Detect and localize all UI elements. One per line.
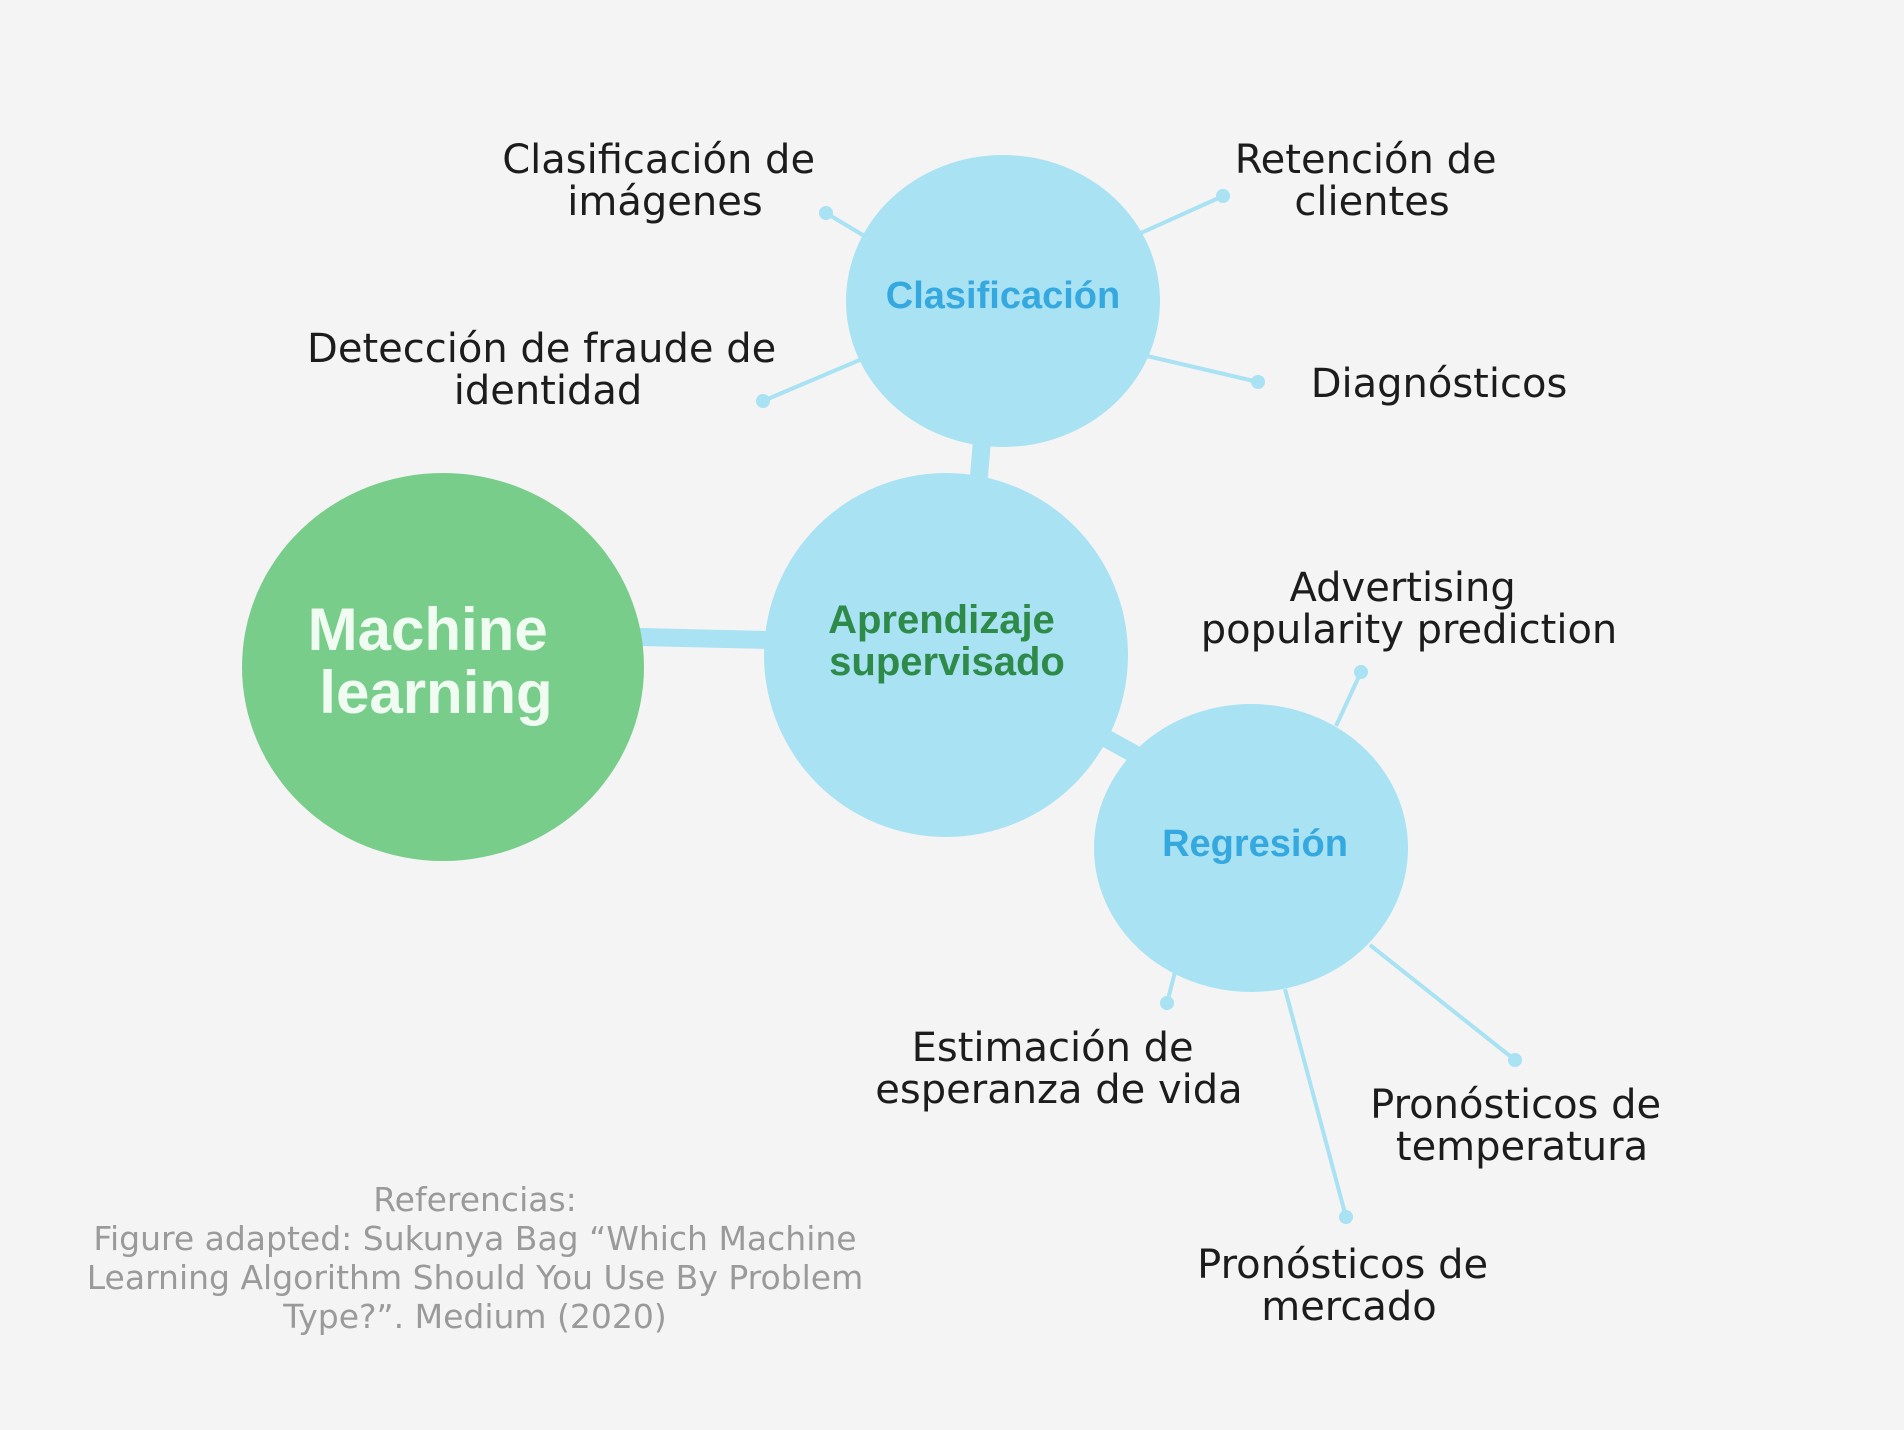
connector-diagnostics: [1146, 354, 1259, 384]
regression-label-line: Regresión: [1162, 823, 1348, 865]
leaf-customer-retention: Retención de clientes: [1235, 137, 1510, 225]
leaf-line: Detección de fraude de: [307, 326, 776, 372]
leaf-identity-fraud: Detección de fraude de identidad: [307, 326, 789, 414]
root-label-line: Machine: [308, 596, 548, 663]
dot-image-classification: [819, 206, 833, 220]
reference-note: Referencias: Figure adapted: Sukunya Bag…: [60, 1180, 890, 1336]
leaf-connectors: [756, 189, 1522, 1224]
leaf-temperature: Pronósticos de temperatura: [1370, 1082, 1674, 1170]
leaf-line: Diagnósticos: [1311, 361, 1568, 407]
root-bubble-machine-learning: [242, 473, 644, 861]
root-label: Machine learning: [308, 596, 565, 726]
leaf-line: Advertising: [1290, 565, 1516, 611]
connector-temperature: [1368, 943, 1517, 1062]
reference-heading: Referencias:: [373, 1180, 577, 1219]
leaf-line: clientes: [1294, 179, 1449, 225]
reference-line: Type?”. Medium (2020): [283, 1297, 667, 1336]
dot-customer-retention: [1216, 189, 1230, 203]
dot-temperature: [1508, 1053, 1522, 1067]
supervised-label: Aprendizaje supervisado: [828, 598, 1066, 684]
connector-identity-fraud: [762, 357, 863, 403]
leaf-line: temperatura: [1396, 1124, 1648, 1170]
connector-market: [1283, 988, 1348, 1218]
connector-customer-retention: [1140, 194, 1224, 235]
leaf-line: popularity prediction: [1201, 607, 1618, 653]
supervised-learning-bubble: [764, 473, 1128, 837]
leaf-line: mercado: [1261, 1284, 1437, 1330]
dot-advertising: [1354, 665, 1368, 679]
regression-bubble: [1094, 704, 1408, 992]
leaf-advertising: Advertising popularity prediction: [1201, 565, 1618, 653]
bubbles: [242, 155, 1408, 992]
reference-line: Figure adapted: Sukunya Bag “Which Machi…: [93, 1219, 857, 1258]
dot-life-expectancy: [1160, 996, 1174, 1010]
classification-bubble: [846, 155, 1160, 447]
classification-label-line: Clasificación: [886, 275, 1120, 317]
leaf-market: Pronósticos de mercado: [1197, 1242, 1501, 1330]
connector-image-classification: [824, 211, 868, 239]
leaf-line: Pronósticos de: [1370, 1082, 1661, 1128]
supervised-label-line: supervisado: [829, 640, 1065, 684]
supervised-label-line: Aprendizaje: [828, 598, 1055, 642]
leaf-diagnostics: Diagnósticos: [1311, 361, 1568, 407]
root-label-line: learning: [319, 659, 552, 726]
dot-market: [1339, 1210, 1353, 1224]
leaf-line: Pronósticos de: [1197, 1242, 1488, 1288]
leaf-line: Retención de: [1235, 137, 1497, 183]
regression-label: Regresión: [1162, 823, 1348, 865]
leaf-line: esperanza de vida: [875, 1067, 1242, 1113]
connector-root-supervised: [631, 628, 779, 649]
reference-line: Learning Algorithm Should You Use By Pro…: [86, 1258, 864, 1297]
leaf-image-classification: Clasificación de imágenes: [502, 137, 828, 225]
leaf-line: Estimación de: [912, 1025, 1194, 1071]
leaf-line: Clasificación de: [502, 137, 815, 183]
leaf-line: identidad: [454, 368, 643, 414]
classification-label: Clasificación: [886, 275, 1120, 317]
dot-diagnostics: [1251, 375, 1265, 389]
leaf-line: imágenes: [567, 179, 762, 225]
connector-advertising: [1334, 671, 1363, 727]
dot-identity-fraud: [756, 394, 770, 408]
leaf-life-expectancy: Estimación de esperanza de vida: [875, 1025, 1242, 1113]
